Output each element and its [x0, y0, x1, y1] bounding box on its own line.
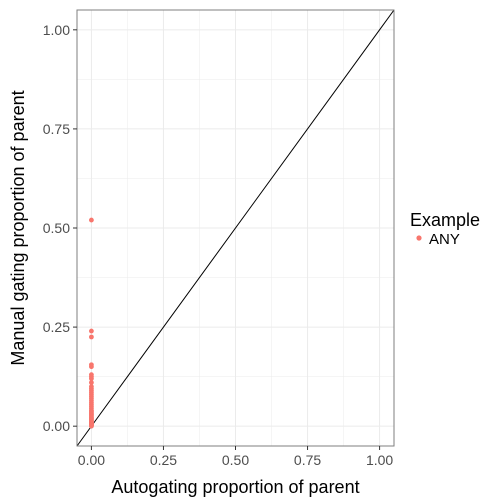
x-axis-ticks: 0.00 0.25 0.50 0.75 1.00	[78, 446, 393, 468]
data-point	[89, 334, 94, 340]
y-tick-label: 0.00	[43, 418, 70, 434]
x-tick-label: 0.75	[294, 452, 321, 468]
legend-title: Example	[410, 210, 480, 230]
identity-reference-line	[76, 9, 395, 447]
y-tick-label: 1.00	[43, 22, 70, 38]
x-tick-label: 0.00	[78, 452, 105, 468]
y-tick-label: 0.25	[43, 319, 70, 335]
x-axis-title: Autogating proportion of parent	[111, 477, 359, 497]
data-point	[89, 217, 94, 223]
x-tick-label: 1.00	[366, 452, 393, 468]
data-point	[89, 364, 94, 370]
x-tick-label: 0.50	[222, 452, 249, 468]
y-tick-label: 0.75	[43, 121, 70, 137]
data-points	[89, 217, 94, 429]
y-axis-title: Manual gating proportion of parent	[8, 90, 28, 365]
legend-key-any	[416, 235, 422, 241]
data-point	[89, 328, 94, 334]
legend-label-any: ANY	[429, 231, 460, 248]
x-tick-label: 0.25	[150, 452, 177, 468]
data-point	[89, 423, 94, 429]
data-point	[89, 380, 94, 385]
y-tick-label: 0.50	[43, 220, 70, 236]
legend: Example ANY	[410, 210, 480, 248]
data-point	[89, 376, 94, 382]
y-axis-ticks: 0.00 0.25 0.50 0.75 1.00	[43, 22, 77, 434]
